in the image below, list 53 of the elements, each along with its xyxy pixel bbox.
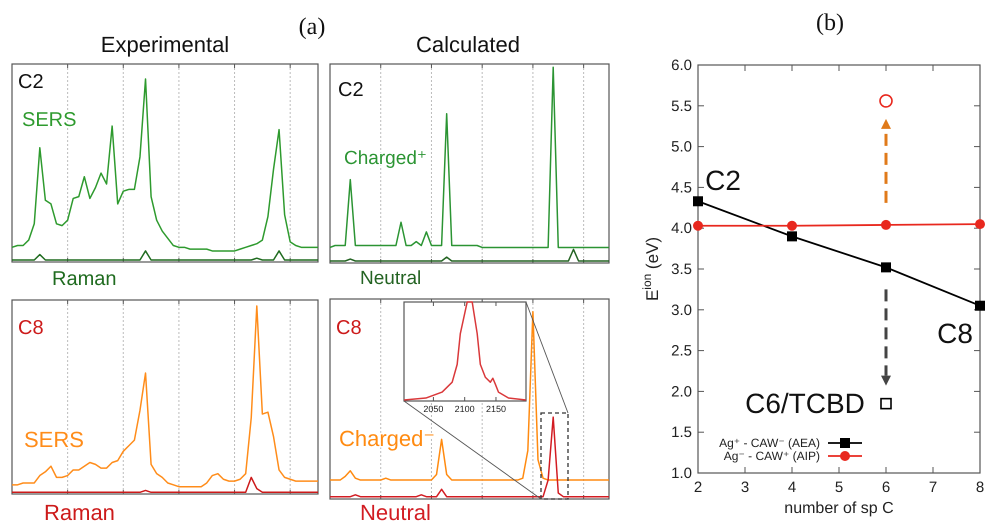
y-tick-label: 2.5 xyxy=(671,342,692,360)
x-tick-label: 3 xyxy=(740,479,750,496)
annotation: C2 xyxy=(705,165,741,196)
x-tick-label: 7 xyxy=(928,479,938,496)
y-tick-label: 1.5 xyxy=(671,424,692,442)
legend-label: Ag⁻ - CAW⁺ (AIP) xyxy=(724,449,820,463)
x-tick-label: 4 xyxy=(788,479,796,496)
x-axis-title: number of sp C xyxy=(784,500,894,517)
y-tick-label: 3.0 xyxy=(671,302,692,319)
annotation: C8 xyxy=(937,318,973,349)
x-tick-label: 2150 xyxy=(486,404,506,414)
series-label: Raman xyxy=(44,500,115,524)
series-label: Charged⁻ xyxy=(339,426,436,451)
point xyxy=(787,231,797,242)
point xyxy=(881,220,891,230)
series-label: SERS xyxy=(24,427,84,452)
point xyxy=(787,220,797,231)
x-tick-label: 8 xyxy=(976,479,984,496)
y-tick-label: 1.0 xyxy=(671,465,692,482)
chart-title: Calculated xyxy=(416,32,520,57)
text: (a) xyxy=(298,14,326,40)
point xyxy=(879,94,893,108)
point xyxy=(880,398,892,410)
series-label: SERS xyxy=(22,109,76,131)
legend-label: Ag⁺ - CAW⁻ (AEA) xyxy=(719,436,820,450)
y-tick-label: 3.5 xyxy=(671,261,692,278)
y-tick-label: 4.5 xyxy=(671,179,692,196)
point xyxy=(975,219,985,230)
series-label: Raman xyxy=(52,268,116,290)
series-label: Charged⁺ xyxy=(344,148,427,169)
annotation: C6/TCBD xyxy=(745,388,865,419)
point xyxy=(693,196,703,206)
annotation: C2 xyxy=(18,71,44,93)
x-tick-label: 2100 xyxy=(454,404,475,414)
chart-title: Experimental xyxy=(100,32,230,57)
point xyxy=(881,262,891,272)
series-label: Neutral xyxy=(360,268,422,289)
x-tick-label: 2050 xyxy=(423,404,444,414)
annotation: C8 xyxy=(18,317,44,339)
y-tick-label: 4.0 xyxy=(671,220,692,238)
annotation: C2 xyxy=(338,79,364,101)
point xyxy=(975,300,985,311)
annotation: C8 xyxy=(336,317,362,339)
y-tick-label: 2.0 xyxy=(671,383,692,400)
x-tick-label: 6 xyxy=(882,479,890,496)
y-tick-label: 5.5 xyxy=(671,98,692,115)
point xyxy=(693,220,703,231)
chart-title: (b) xyxy=(816,10,844,36)
x-tick-label: 5 xyxy=(834,479,844,496)
y-tick-label: 6.0 xyxy=(671,57,692,74)
series-label: Neutral xyxy=(360,500,431,524)
x-tick-label: 2 xyxy=(694,479,702,496)
y-tick-label: 5.0 xyxy=(671,138,692,156)
